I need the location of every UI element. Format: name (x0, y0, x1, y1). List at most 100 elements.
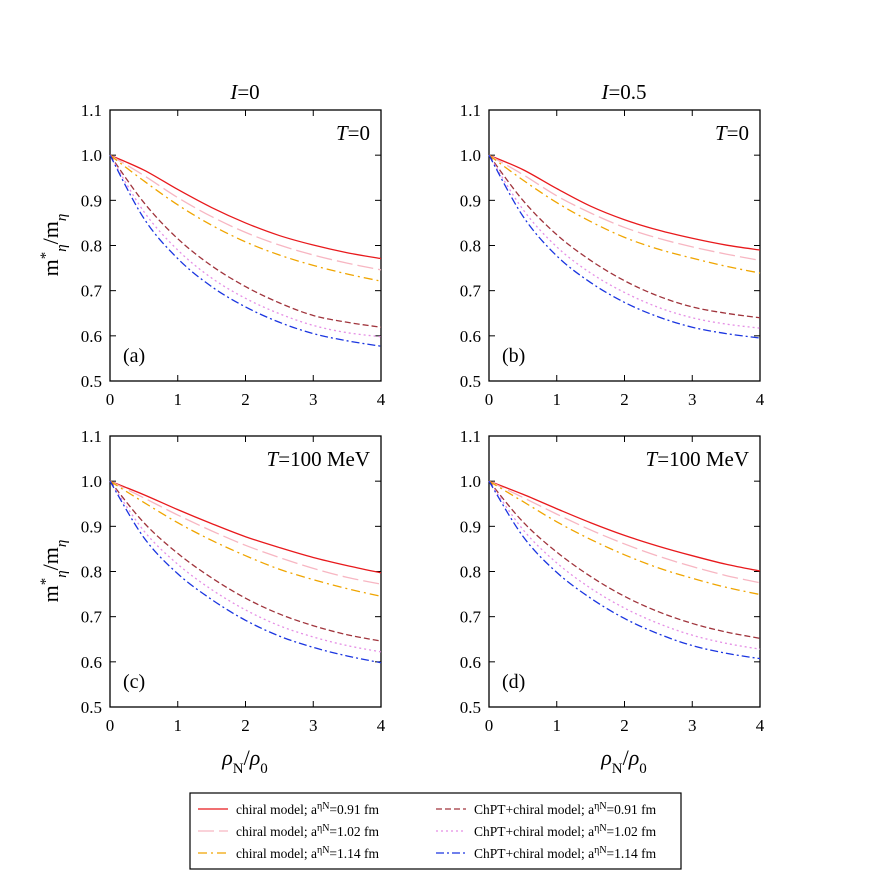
x-tick-label: 0 (106, 716, 115, 735)
y-tick-label: 0.7 (460, 608, 482, 627)
series-line-6 (488, 154, 761, 339)
series-line-5 (488, 154, 761, 329)
x-axis-label-c: ρN/ρ0 (221, 745, 268, 777)
x-tick-label: 0 (485, 390, 494, 409)
legend-entry-6: ChPT+chiral model; aηN=1.14 fm (474, 845, 657, 862)
series-line-4 (109, 154, 382, 328)
x-tick-label: 1 (174, 716, 183, 735)
y-tick-label: 0.9 (81, 517, 102, 536)
series-line-5 (488, 480, 761, 650)
series-line-6 (488, 480, 761, 660)
x-tick-label: 3 (688, 390, 697, 409)
y-tick-label: 0.9 (81, 191, 102, 210)
y-tick-label: 0.7 (81, 282, 103, 301)
y-axis-label-bottom: m*η/mη (38, 540, 70, 603)
y-tick-label: 1.1 (81, 101, 102, 120)
series-line-3 (109, 480, 382, 597)
y-tick-label: 1.0 (460, 146, 481, 165)
x-tick-label: 1 (553, 716, 562, 735)
legend-entry-5: ChPT+chiral model; aηN=1.02 fm (474, 823, 657, 840)
x-tick-label: 1 (174, 390, 183, 409)
x-tick-label: 0 (485, 716, 494, 735)
y-tick-label: 0.7 (460, 282, 482, 301)
series-line-5 (109, 480, 382, 653)
legend-entry-3: chiral model; aηN=1.14 fm (236, 845, 380, 862)
y-tick-label: 0.6 (81, 327, 102, 346)
x-tick-label: 2 (241, 390, 250, 409)
y-tick-label: 0.6 (460, 327, 481, 346)
x-tick-label: 2 (241, 716, 250, 735)
temp-label-d: T=100 MeV (646, 447, 749, 471)
plot-frame-d (488, 435, 761, 708)
legend-entry-1: chiral model; aηN=0.91 fm (236, 801, 380, 818)
panel-d: T=100 MeV (d) 0 1 2 3 4 0.5 0.6 0.7 0.8 0.9 1.0 1.1 (460, 427, 765, 735)
x-tick-label: 4 (756, 390, 765, 409)
legend-box (189, 792, 682, 870)
panel-title-b: I=0.5 (600, 80, 646, 104)
y-tick-label: 0.6 (81, 653, 102, 672)
series-line-1 (488, 480, 761, 572)
x-tick-label: 3 (309, 716, 318, 735)
x-tick-label: 4 (756, 716, 765, 735)
series-line-2 (109, 154, 382, 271)
y-tick-label: 1.1 (460, 427, 481, 446)
legend: chiral model; aηN=0.91 fm chiral model; a… (189, 792, 682, 870)
panel-a: I=0 T=0 (a) 0 1 2 3 4 0.5 0.6 0.7 0.8 0.9 1.0 1.1 (81, 80, 386, 409)
y-axis-label-top: m*η/mη (38, 214, 70, 277)
series-line-1 (109, 154, 382, 260)
plot-frame-b (488, 109, 761, 382)
y-tick-label: 1.0 (81, 472, 102, 491)
y-tick-label: 0.5 (81, 372, 102, 391)
panel-label-b: (b) (502, 345, 525, 367)
y-tick-label: 1.1 (460, 101, 481, 120)
y-tick-label: 1.1 (81, 427, 102, 446)
series-line-6 (109, 480, 382, 664)
series-line-1 (488, 154, 761, 251)
x-tick-label: 4 (377, 716, 386, 735)
x-tick-label: 2 (620, 716, 629, 735)
y-tick-label: 0.7 (81, 608, 103, 627)
panel-c: T=100 MeV (c) 0 1 2 3 4 0.5 0.6 0.7 0.8 0.9 1.0 1.1 (81, 427, 386, 735)
y-tick-label: 0.8 (460, 237, 481, 256)
y-tick-label: 0.5 (81, 698, 102, 717)
legend-entry-2: chiral model; aηN=1.02 fm (236, 823, 380, 840)
temp-label-a: T=0 (336, 121, 370, 145)
series-line-2 (488, 480, 761, 584)
series-line-2 (488, 154, 761, 262)
x-axis-label-d: ρN/ρ0 (600, 745, 647, 777)
y-tick-label: 0.5 (460, 372, 481, 391)
series-line-4 (109, 480, 382, 642)
series-line-1 (109, 480, 382, 574)
plot-frame-a (109, 109, 382, 382)
series-line-3 (488, 480, 761, 596)
panel-title-a: I=0 (229, 80, 259, 104)
x-tick-label: 3 (309, 390, 318, 409)
series-line-5 (109, 154, 382, 338)
x-tick-label: 3 (688, 716, 697, 735)
y-tick-label: 0.9 (460, 517, 481, 536)
plot-frame-c (109, 435, 382, 708)
y-tick-label: 0.9 (460, 191, 481, 210)
series-line-4 (488, 480, 761, 639)
y-tick-label: 0.5 (460, 698, 481, 717)
panel-label-d: (d) (502, 671, 525, 693)
x-tick-label: 4 (377, 390, 386, 409)
y-tick-label: 1.0 (460, 472, 481, 491)
temp-label-b: T=0 (715, 121, 749, 145)
x-tick-label: 0 (106, 390, 115, 409)
series-line-2 (109, 480, 382, 585)
legend-entry-4: ChPT+chiral model; aηN=0.91 fm (474, 801, 657, 818)
panel-label-c: (c) (123, 671, 145, 693)
x-tick-label: 1 (553, 390, 562, 409)
temp-label-c: T=100 MeV (267, 447, 370, 471)
y-tick-label: 0.8 (460, 563, 481, 582)
series-line-3 (488, 154, 761, 274)
panel-label-a: (a) (123, 345, 145, 367)
series-line-6 (109, 154, 382, 347)
y-tick-label: 0.8 (81, 237, 102, 256)
y-tick-label: 0.8 (81, 563, 102, 582)
x-tick-label: 2 (620, 390, 629, 409)
y-tick-label: 1.0 (81, 146, 102, 165)
y-tick-label: 0.6 (460, 653, 481, 672)
series-line-4 (488, 154, 761, 319)
